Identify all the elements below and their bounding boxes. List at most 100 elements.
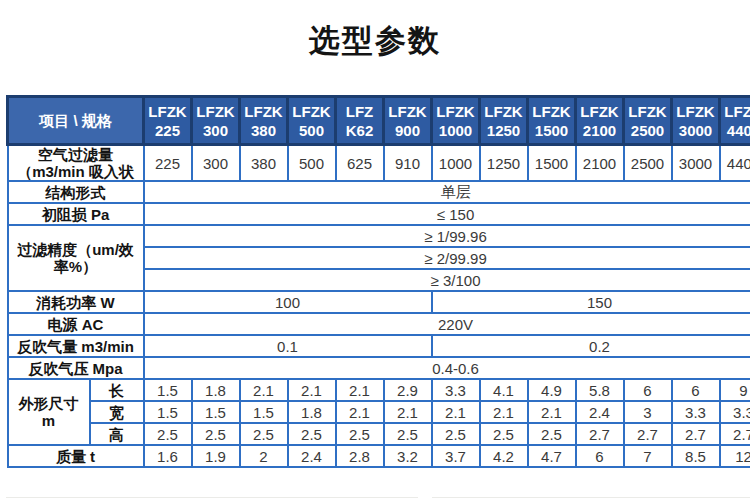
value-cell: 2.8 bbox=[336, 445, 384, 467]
column-header: LFZK2500 bbox=[624, 97, 672, 145]
value-cell: 2.7 bbox=[720, 423, 750, 445]
value-cell: 1000 bbox=[432, 145, 480, 182]
value-cell: 2.1 bbox=[336, 379, 384, 401]
merged-value-cell: ≥ 2/99.99 bbox=[144, 247, 750, 269]
value-cell: 2.1 bbox=[480, 401, 528, 423]
value-cell: 2.5 bbox=[528, 423, 576, 445]
header-row: 项目 \ 规格 LFZK225 LFZK300 LFZK380 LFZK500 … bbox=[8, 97, 750, 145]
merged-value-cell: 220V bbox=[144, 313, 750, 335]
column-header: LFZK2100 bbox=[576, 97, 624, 145]
value-cell: 12 bbox=[720, 445, 750, 467]
value-cell: 2.5 bbox=[144, 423, 192, 445]
column-header: LFZK1250 bbox=[480, 97, 528, 145]
spec-table: 项目 \ 规格 LFZK225 LFZK300 LFZK380 LFZK500 … bbox=[6, 95, 750, 468]
merged-value-cell: 单层 bbox=[144, 181, 750, 203]
row-label: 初阻损 Pa bbox=[8, 203, 144, 225]
row-dimension-length: 外形尺寸m 长 1.5 1.8 2.1 2.1 2.1 2.9 3.3 4.1 … bbox=[8, 379, 750, 401]
spec-table-container: 项目 \ 规格 LFZK225 LFZK300 LFZK380 LFZK500 … bbox=[0, 95, 750, 468]
value-cell: 625 bbox=[336, 145, 384, 182]
clipped-next-row-fragment bbox=[6, 497, 418, 503]
value-cell: 3000 bbox=[672, 145, 720, 182]
merged-value-cell: 0.2 bbox=[432, 335, 750, 357]
row-filter-precision-1: 过滤精度（um/效率%） ≥ 1/99.96 bbox=[8, 225, 750, 247]
column-header: LFZK380 bbox=[240, 97, 288, 145]
value-cell: 2.5 bbox=[192, 423, 240, 445]
value-cell: 2.5 bbox=[288, 423, 336, 445]
value-cell: 2.1 bbox=[432, 401, 480, 423]
value-cell: 6 bbox=[672, 379, 720, 401]
value-cell: 4.7 bbox=[528, 445, 576, 467]
value-cell: 2.5 bbox=[384, 423, 432, 445]
row-label: 过滤精度（um/效率%） bbox=[8, 225, 144, 291]
value-cell: 2.1 bbox=[288, 379, 336, 401]
value-cell: 2.1 bbox=[528, 401, 576, 423]
value-cell: 1.6 bbox=[144, 445, 192, 467]
row-label-dimensions: 外形尺寸m bbox=[8, 379, 90, 445]
value-cell: 4.9 bbox=[528, 379, 576, 401]
value-cell: 6 bbox=[576, 445, 624, 467]
merged-value-cell: ≥ 3/100 bbox=[144, 269, 750, 291]
value-cell: 2.1 bbox=[384, 401, 432, 423]
sub-row-label: 长 bbox=[90, 379, 144, 401]
row-dimension-width: 宽 1.5 1.5 1.5 1.8 2.1 2.1 2.1 2.1 2.1 2.… bbox=[8, 401, 750, 423]
value-cell: 1.5 bbox=[192, 401, 240, 423]
column-header: LFZK900 bbox=[384, 97, 432, 145]
sub-row-label: 宽 bbox=[90, 401, 144, 423]
value-cell: 3.3 bbox=[672, 401, 720, 423]
merged-value-cell: ≥ 1/99.96 bbox=[144, 225, 750, 247]
value-cell: 2.4 bbox=[288, 445, 336, 467]
value-cell: 1250 bbox=[480, 145, 528, 182]
value-cell: 3.3 bbox=[432, 379, 480, 401]
value-cell: 2.5 bbox=[432, 423, 480, 445]
column-header: LFZK1500 bbox=[528, 97, 576, 145]
clipped-next-row-fragment bbox=[432, 497, 750, 503]
column-header: LFZK1000 bbox=[432, 97, 480, 145]
value-cell: 4400 bbox=[720, 145, 750, 182]
value-cell: 2100 bbox=[576, 145, 624, 182]
value-cell: 9 bbox=[720, 379, 750, 401]
column-header: LFZK62 bbox=[336, 97, 384, 145]
row-power-consumption: 消耗功率 W 100 150 bbox=[8, 291, 750, 313]
column-header: LFZK4400 bbox=[720, 97, 750, 145]
row-label: 电源 AC bbox=[8, 313, 144, 335]
row-dimension-height: 高 2.5 2.5 2.5 2.5 2.5 2.5 2.5 2.5 2.5 2.… bbox=[8, 423, 750, 445]
row-initial-resistance: 初阻损 Pa ≤ 150 bbox=[8, 203, 750, 225]
value-cell: 1500 bbox=[528, 145, 576, 182]
column-header: LFZK500 bbox=[288, 97, 336, 145]
value-cell: 2.7 bbox=[576, 423, 624, 445]
row-blowback-pressure: 反吹气压 Mpa 0.4-0.6 bbox=[8, 357, 750, 379]
value-cell: 2.9 bbox=[384, 379, 432, 401]
row-label: 反吹气压 Mpa bbox=[8, 357, 144, 379]
value-cell: 2.5 bbox=[480, 423, 528, 445]
row-mass: 质量 t 1.6 1.9 2 2.4 2.8 3.2 3.7 4.2 4.7 6… bbox=[8, 445, 750, 467]
row-label: 反吹气量 m3/min bbox=[8, 335, 144, 357]
value-cell: 2.7 bbox=[672, 423, 720, 445]
value-cell: 1.5 bbox=[240, 401, 288, 423]
value-cell: 225 bbox=[144, 145, 192, 182]
value-cell: 2.1 bbox=[240, 379, 288, 401]
row-blowback-volume: 反吹气量 m3/min 0.1 0.2 bbox=[8, 335, 750, 357]
row-label: 消耗功率 W bbox=[8, 291, 144, 313]
value-cell: 3.2 bbox=[384, 445, 432, 467]
value-cell: 1.8 bbox=[192, 379, 240, 401]
value-cell: 2.5 bbox=[336, 423, 384, 445]
row-air-flow: 空气过滤量（m3/min 吸入状 225 300 380 500 625 910… bbox=[8, 145, 750, 182]
value-cell: 300 bbox=[192, 145, 240, 182]
page-title: 选型参数 bbox=[0, 20, 750, 62]
value-cell: 2 bbox=[240, 445, 288, 467]
value-cell: 2.1 bbox=[336, 401, 384, 423]
value-cell: 2.7 bbox=[624, 423, 672, 445]
merged-value-cell: 0.1 bbox=[144, 335, 432, 357]
value-cell: 5.8 bbox=[576, 379, 624, 401]
value-cell: 7 bbox=[624, 445, 672, 467]
value-cell: 3.3 bbox=[720, 401, 750, 423]
row-label: 质量 t bbox=[8, 445, 144, 467]
merged-value-cell: 0.4-0.6 bbox=[144, 357, 750, 379]
value-cell: 3 bbox=[624, 401, 672, 423]
value-cell: 8.5 bbox=[672, 445, 720, 467]
value-cell: 1.9 bbox=[192, 445, 240, 467]
row-structure: 结构形式 单层 bbox=[8, 181, 750, 203]
value-cell: 1.5 bbox=[144, 379, 192, 401]
row-label: 空气过滤量（m3/min 吸入状 bbox=[8, 145, 144, 182]
value-cell: 4.1 bbox=[480, 379, 528, 401]
